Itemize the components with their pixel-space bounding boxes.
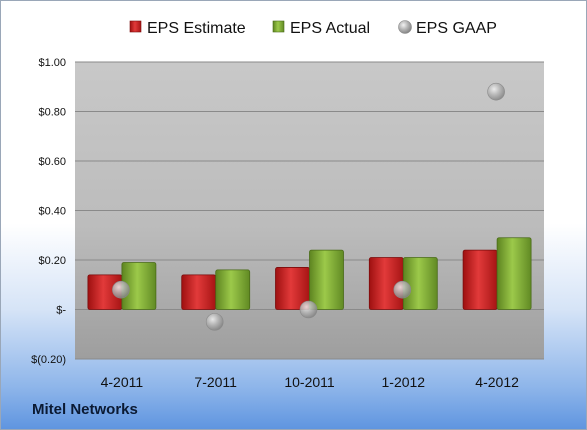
- y-tick-label: $(0.20): [31, 354, 66, 366]
- y-tick-label: $0.60: [38, 156, 66, 168]
- legend-label: EPS Estimate: [147, 20, 246, 37]
- y-tick-label: $1.00: [38, 57, 66, 69]
- y-tick-label: $0.20: [38, 255, 66, 267]
- estimate-bar: [181, 274, 217, 310]
- gaap-marker: [487, 82, 505, 101]
- x-tick-label: 4-2012: [475, 374, 519, 390]
- x-tick-label: 4-2011: [101, 374, 144, 390]
- estimate-bar: [462, 249, 498, 310]
- y-tick-label: $0.40: [38, 206, 66, 218]
- gaap-marker: [112, 280, 130, 299]
- gaap-marker: [299, 300, 318, 319]
- gaap-marker: [393, 280, 412, 299]
- y-tick-label: $0.80: [38, 107, 66, 119]
- actual-bar: [215, 269, 251, 310]
- company-name: Mitel Networks: [32, 401, 138, 418]
- gaap-marker: [205, 313, 224, 331]
- legend-swatch: [272, 20, 285, 33]
- x-tick-label: 10-2011: [284, 374, 335, 390]
- legend-swatch: [129, 20, 142, 33]
- legend-swatch: [398, 20, 412, 34]
- y-tick-label: $-: [56, 305, 66, 317]
- legend-label: EPS GAAP: [416, 20, 497, 37]
- x-tick-label: 1-2012: [382, 374, 426, 390]
- x-tick-label: 7-2011: [194, 374, 237, 390]
- legend-label: EPS Actual: [290, 20, 370, 37]
- actual-bar: [496, 237, 532, 310]
- actual-bar: [309, 249, 344, 310]
